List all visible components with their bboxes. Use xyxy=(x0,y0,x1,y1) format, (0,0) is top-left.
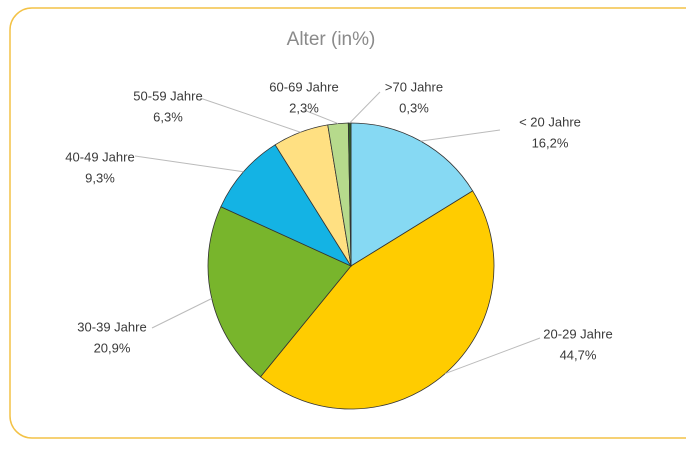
chart-title: Alter (in%) xyxy=(287,29,376,50)
value-label: 2,3% xyxy=(289,100,319,115)
pie-slice xyxy=(207,206,352,378)
leader-line xyxy=(199,97,301,133)
leader-line xyxy=(349,91,381,124)
slice-label: 30-39 Jahre xyxy=(77,319,146,334)
leader-line xyxy=(303,109,339,125)
value-label: 44,7% xyxy=(560,347,597,362)
value-label: 20,9% xyxy=(94,340,131,355)
pie-slice xyxy=(259,190,495,410)
slice-label: 60-69 Jahre xyxy=(269,79,338,94)
leader-line xyxy=(151,298,212,329)
slice-label: 50-59 Jahre xyxy=(133,88,202,103)
value-label: 9,3% xyxy=(85,170,115,185)
slice-label: 20-29 Jahre xyxy=(543,326,612,341)
leader-line xyxy=(420,129,501,142)
value-label: 16,2% xyxy=(532,135,569,150)
leader-line xyxy=(134,155,244,173)
slice-label: < 20 Jahre xyxy=(519,114,581,129)
slice-label: 40-49 Jahre xyxy=(65,149,134,164)
slice-label: >70 Jahre xyxy=(385,79,443,94)
pie-slice xyxy=(350,122,474,267)
pie-slice xyxy=(220,144,353,267)
value-label: 0,3% xyxy=(399,100,429,115)
value-label: 6,3% xyxy=(153,109,183,124)
leader-line xyxy=(445,337,541,375)
